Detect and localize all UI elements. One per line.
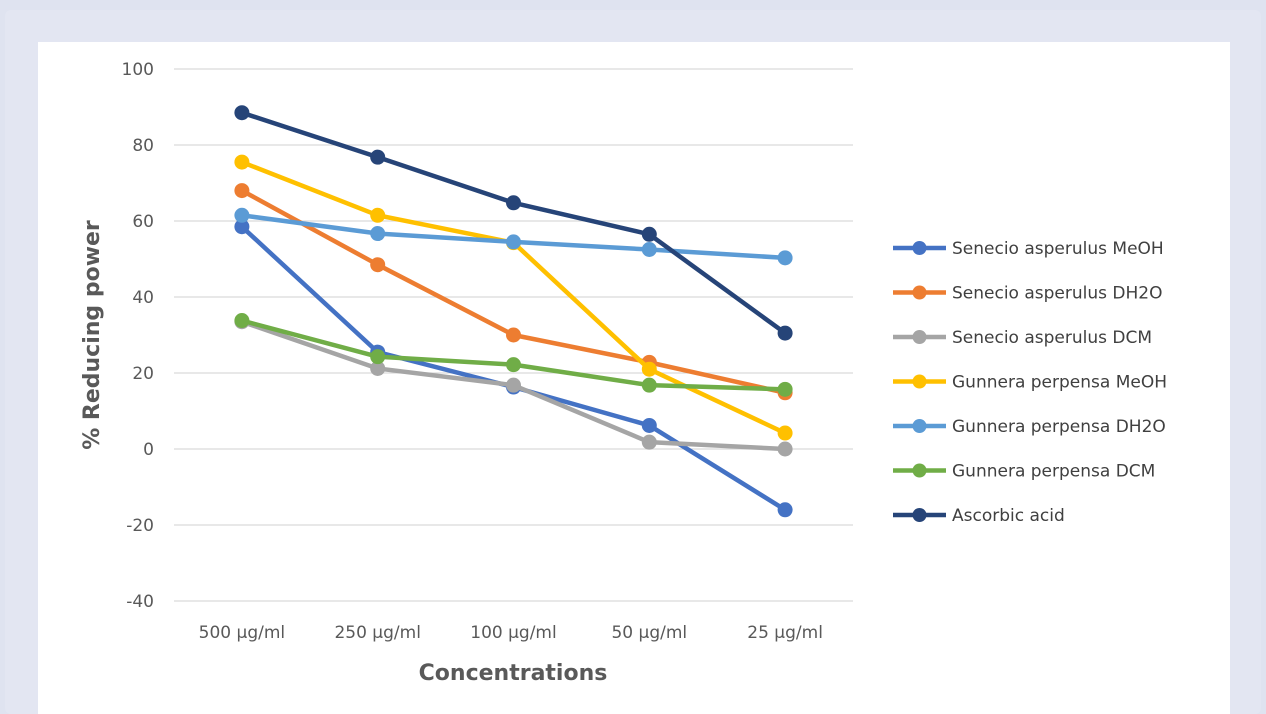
legend-label: Ascorbic acid bbox=[952, 506, 1065, 526]
legend-item: Gunnera perpensa MeOH bbox=[893, 373, 1167, 393]
legend-item: Senecio asperulus MeOH bbox=[893, 239, 1164, 259]
legend-marker bbox=[912, 508, 927, 522]
legend-marker bbox=[912, 419, 927, 433]
y-tick-label: 20 bbox=[132, 364, 154, 384]
data-point bbox=[506, 234, 521, 250]
y-tick-label: 80 bbox=[132, 136, 154, 156]
data-point bbox=[777, 441, 793, 457]
data-point bbox=[370, 349, 386, 365]
data-point bbox=[506, 327, 521, 343]
series-lines bbox=[234, 105, 793, 518]
x-tick-label: 500 µg/ml bbox=[199, 623, 285, 643]
data-point bbox=[370, 226, 386, 242]
y-axis-ticks: -40 -20 0 20 40 60 80 100 bbox=[122, 60, 154, 612]
series bbox=[234, 314, 793, 457]
legend-label: Senecio asperulus DH2O bbox=[952, 284, 1162, 304]
legend-label: Gunnera perpensa MeOH bbox=[952, 373, 1167, 393]
data-point bbox=[641, 417, 657, 433]
data-point bbox=[370, 149, 386, 165]
data-point bbox=[641, 434, 657, 450]
series bbox=[234, 105, 793, 341]
x-tick-label: 100 µg/ml bbox=[470, 623, 556, 643]
legend: Senecio asperulus MeOH Senecio asperulus … bbox=[893, 239, 1167, 526]
data-point bbox=[641, 242, 657, 257]
data-point bbox=[234, 183, 250, 199]
legend-label: Gunnera perpensa DH2O bbox=[952, 417, 1166, 437]
chart-area bbox=[38, 42, 1230, 714]
data-point bbox=[777, 250, 793, 266]
data-point bbox=[777, 502, 793, 518]
legend-marker bbox=[912, 285, 927, 300]
x-axis-ticks: 500 µg/ml 250 µg/ml 100 µg/ml 50 µg/ml 25 µg… bbox=[199, 623, 823, 643]
legend-marker bbox=[912, 241, 927, 255]
legend-marker bbox=[912, 374, 927, 389]
x-tick-label: 25 µg/ml bbox=[747, 623, 823, 643]
legend-label: Gunnera perpensa DCM bbox=[952, 462, 1155, 482]
y-axis-title: % Reducing power bbox=[80, 220, 105, 450]
data-point bbox=[506, 377, 521, 393]
data-point bbox=[370, 207, 386, 223]
data-point bbox=[641, 226, 657, 242]
legend-marker bbox=[912, 463, 927, 478]
x-axis-title: Concentrations bbox=[419, 661, 608, 686]
y-tick-label: 0 bbox=[143, 440, 154, 460]
legend-label: Senecio asperulus MeOH bbox=[952, 239, 1164, 259]
legend-item: Senecio asperulus DCM bbox=[893, 328, 1152, 348]
y-tick-label: 60 bbox=[132, 212, 154, 232]
data-point bbox=[370, 360, 386, 376]
x-tick-label: 250 µg/ml bbox=[334, 623, 420, 643]
legend-item: Ascorbic acid bbox=[893, 506, 1065, 526]
legend-marker bbox=[912, 330, 927, 344]
data-point bbox=[234, 313, 250, 329]
y-tick-label: 100 bbox=[122, 60, 154, 80]
data-point bbox=[234, 154, 250, 170]
y-tick-label: 40 bbox=[132, 288, 154, 308]
data-point bbox=[506, 195, 521, 211]
data-point bbox=[234, 207, 250, 223]
data-point bbox=[506, 357, 521, 373]
series bbox=[234, 313, 793, 397]
data-point bbox=[234, 105, 250, 121]
series bbox=[234, 207, 793, 266]
data-point bbox=[641, 361, 657, 377]
legend-item: Gunnera perpensa DH2O bbox=[893, 417, 1166, 437]
legend-item: Gunnera perpensa DCM bbox=[893, 462, 1155, 482]
data-point bbox=[777, 381, 793, 397]
legend-item: Senecio asperulus DH2O bbox=[893, 284, 1162, 304]
y-tick-label: -20 bbox=[126, 516, 154, 536]
data-point bbox=[777, 425, 793, 441]
legend-label: Senecio asperulus DCM bbox=[952, 328, 1152, 348]
x-tick-label: 50 µg/ml bbox=[611, 623, 687, 643]
data-point bbox=[370, 257, 386, 273]
data-point bbox=[777, 325, 793, 341]
y-tick-label: -40 bbox=[126, 592, 154, 612]
data-point bbox=[234, 219, 250, 235]
data-point bbox=[641, 377, 657, 393]
